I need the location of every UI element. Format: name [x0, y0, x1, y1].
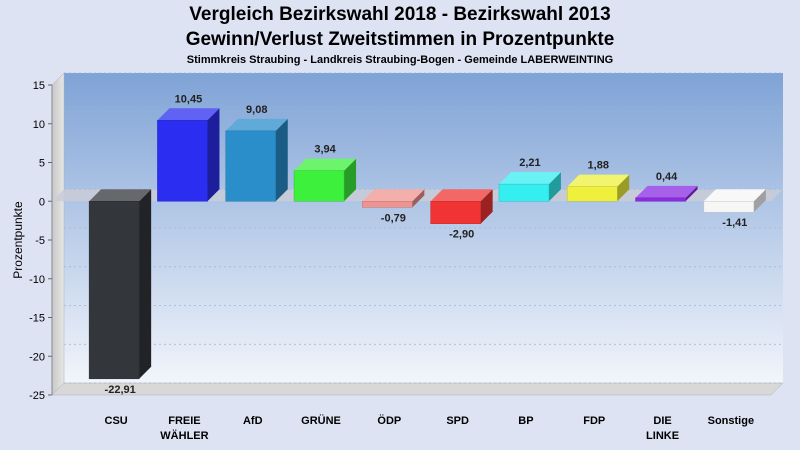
x-tick-label-line2: WÄHLER	[160, 429, 208, 442]
bar-sonstige	[703, 189, 766, 213]
bar-top	[430, 189, 493, 202]
bar-afd	[225, 118, 288, 202]
x-tick-label: FREIE	[168, 415, 200, 427]
bar-spd	[430, 189, 493, 224]
y-tick-label: -15	[29, 313, 45, 325]
bar-side	[207, 108, 220, 202]
data-label: 1,88	[588, 160, 609, 172]
bar-side	[617, 174, 630, 202]
x-tick-label: AfD	[243, 415, 263, 427]
data-label: -22,91	[105, 384, 136, 396]
data-label: 0,44	[656, 171, 678, 183]
bar-top	[294, 158, 357, 171]
data-label: 9,08	[246, 104, 267, 116]
bar-top	[635, 185, 698, 198]
y-tick-label: -20	[29, 351, 45, 363]
bar-die	[635, 185, 698, 202]
bar-side	[480, 189, 493, 224]
data-label: 3,94	[314, 144, 336, 156]
bar-bp	[498, 172, 561, 202]
bar-side	[685, 185, 698, 202]
y-tick-label: -25	[29, 390, 45, 402]
y-tick-label: 15	[33, 80, 45, 92]
plot-floor	[51, 382, 784, 396]
chart-subtitle: Stimmkreis Straubing - Landkreis Straubi…	[186, 54, 614, 66]
bar-front	[362, 201, 413, 208]
bar-top	[567, 174, 630, 187]
y-tick-label: 5	[39, 158, 45, 170]
bar-front	[567, 186, 618, 202]
bar-front	[225, 130, 276, 202]
bar-side	[139, 189, 152, 379]
x-tick-label-line2: LINKE	[646, 430, 679, 442]
bar-top	[498, 172, 561, 185]
data-label: -2,90	[449, 229, 474, 241]
x-tick-label: BP	[518, 415, 533, 427]
bar-front	[88, 201, 140, 380]
bar-top	[157, 108, 220, 121]
bar-front	[157, 120, 208, 202]
chart-title: Vergleich Bezirkswahl 2018 - Bezirkswahl…	[189, 4, 611, 25]
y-tick-label: 10	[33, 119, 45, 131]
bar-top	[703, 189, 766, 202]
bar-grüne	[293, 158, 357, 202]
data-label: -0,79	[381, 212, 406, 224]
bar-front	[498, 183, 550, 202]
bar-top	[225, 118, 288, 131]
bar-front	[635, 197, 686, 202]
x-tick-label: DIE	[653, 415, 671, 427]
x-tick-label: GRÜNE	[301, 414, 341, 427]
x-tick-label: SPD	[446, 415, 469, 427]
y-tick-label: 0	[39, 196, 45, 208]
bar-ödp	[362, 189, 425, 208]
y-tick-label: -5	[35, 235, 45, 247]
bar-side	[412, 189, 425, 208]
bar-side	[275, 118, 288, 202]
bar-side	[548, 172, 561, 202]
bar-csu	[88, 189, 152, 380]
x-tick-label: FDP	[583, 415, 605, 427]
data-label: 2,21	[519, 157, 540, 169]
x-tick-label: Sonstige	[708, 415, 754, 427]
bar-fdp	[567, 174, 630, 202]
data-label: -1,41	[722, 217, 747, 229]
data-label: 10,45	[175, 93, 203, 105]
bar-front	[293, 170, 345, 202]
y-tick-label: -10	[29, 274, 45, 286]
bar-side	[753, 189, 766, 213]
bar-front	[430, 201, 481, 224]
x-tick-label: ÖDP	[377, 414, 401, 427]
bar-top	[362, 189, 425, 202]
chart-title-line2: Gewinn/Verlust Zweitstimmen in Prozentpu…	[185, 29, 615, 50]
plot-left-wall	[51, 72, 65, 396]
bar-top	[89, 189, 152, 202]
x-tick-label: CSU	[105, 415, 128, 427]
bar-side	[344, 158, 357, 202]
bar-front	[703, 201, 755, 213]
bar-freie	[157, 108, 220, 202]
